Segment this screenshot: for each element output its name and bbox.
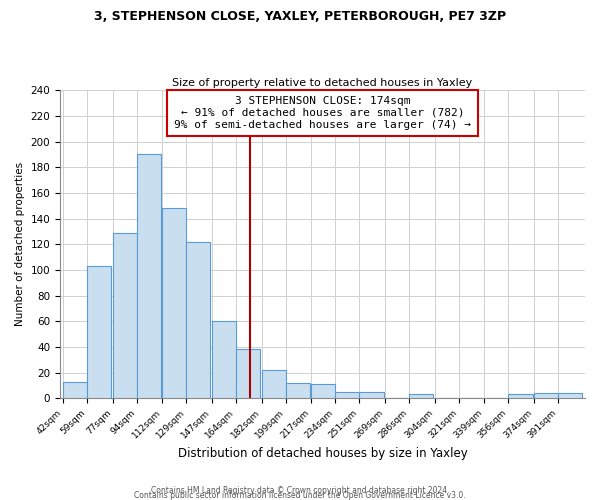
Bar xyxy=(87,266,111,398)
Bar xyxy=(335,392,359,398)
Text: 3 STEPHENSON CLOSE: 174sqm
← 91% of detached houses are smaller (782)
9% of semi: 3 STEPHENSON CLOSE: 174sqm ← 91% of deta… xyxy=(174,96,471,130)
Bar xyxy=(236,350,260,398)
Bar xyxy=(558,393,582,398)
Bar xyxy=(311,384,335,398)
Bar xyxy=(137,154,161,398)
Bar xyxy=(113,232,137,398)
Bar xyxy=(286,383,310,398)
Text: 3, STEPHENSON CLOSE, YAXLEY, PETERBOROUGH, PE7 3ZP: 3, STEPHENSON CLOSE, YAXLEY, PETERBOROUG… xyxy=(94,10,506,23)
Text: Contains HM Land Registry data © Crown copyright and database right 2024.: Contains HM Land Registry data © Crown c… xyxy=(151,486,449,495)
Bar xyxy=(508,394,533,398)
Bar xyxy=(409,394,433,398)
Bar xyxy=(63,382,87,398)
Bar xyxy=(162,208,187,398)
Bar xyxy=(262,370,286,398)
Y-axis label: Number of detached properties: Number of detached properties xyxy=(15,162,25,326)
Bar xyxy=(359,392,383,398)
Bar xyxy=(187,242,211,398)
Title: Size of property relative to detached houses in Yaxley: Size of property relative to detached ho… xyxy=(172,78,473,88)
Bar xyxy=(534,393,558,398)
X-axis label: Distribution of detached houses by size in Yaxley: Distribution of detached houses by size … xyxy=(178,447,467,460)
Bar xyxy=(212,321,236,398)
Text: Contains public sector information licensed under the Open Government Licence v3: Contains public sector information licen… xyxy=(134,491,466,500)
